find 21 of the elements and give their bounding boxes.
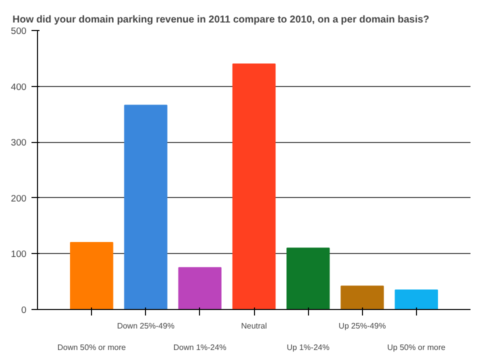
bar [394, 289, 438, 310]
x-tick-label: Down 50% or more [57, 343, 126, 352]
bar [340, 286, 384, 310]
x-tick-label: Up 25%-49% [338, 322, 386, 330]
x-tick-label: Up 50% or more [387, 343, 446, 352]
bar [286, 248, 330, 310]
x-tick-label: Down 1%-24% [173, 343, 226, 352]
y-tick-label: 200 [10, 193, 27, 204]
bar [70, 242, 114, 310]
bar [178, 267, 222, 310]
y-tick-label: 0 [21, 305, 27, 315]
bar [232, 63, 276, 310]
x-tick-label: Down 25%-49% [117, 322, 174, 330]
y-tick-label: 100 [10, 249, 27, 260]
y-tick-label: 300 [10, 138, 27, 148]
y-tick-label: 400 [10, 82, 27, 92]
x-tick-label: Neutral [241, 322, 268, 330]
chart-title: How did your domain parking revenue in 2011 compare to 2010, on a per domain basis? [12, 14, 430, 26]
x-tick-label: Up 1%-24% [286, 343, 330, 352]
bar [124, 104, 168, 310]
y-tick-label: 500 [10, 26, 27, 36]
